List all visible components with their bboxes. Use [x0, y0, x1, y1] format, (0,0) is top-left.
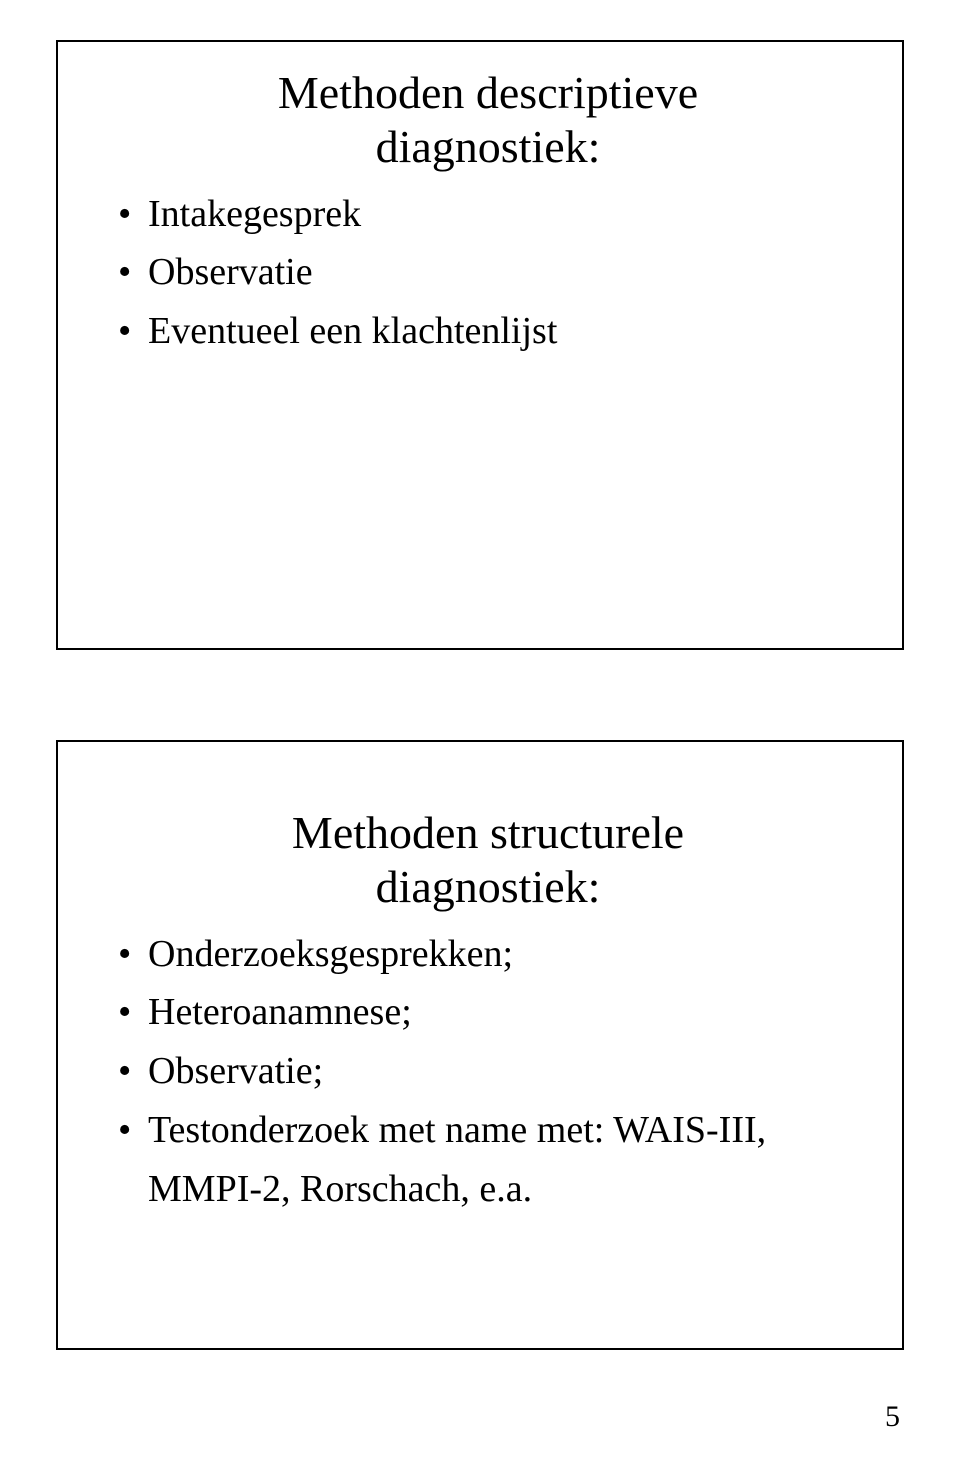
list-item: Intakegesprek [118, 185, 858, 244]
slide-2-bullets: Onderzoeksgesprekken; Heteroanamnese; Ob… [118, 925, 858, 1219]
list-item: Testonderzoek met name met: WAIS-III, MM… [118, 1101, 858, 1219]
slide-1: Methoden descriptieve diagnostiek: Intak… [56, 40, 904, 650]
list-item: Eventueel een klachtenlijst [118, 302, 858, 361]
slide-2-title-line1: Methoden structurele [292, 807, 684, 858]
list-item: Onderzoeksgesprekken; [118, 925, 858, 984]
slide-1-title-line1: Methoden descriptieve [278, 67, 698, 118]
page: Methoden descriptieve diagnostiek: Intak… [0, 0, 960, 1472]
slide-2-title-line2: diagnostiek: [376, 861, 601, 912]
list-item: Heteroanamnese; [118, 983, 858, 1042]
list-item: Observatie; [118, 1042, 858, 1101]
slide-1-bullets: Intakegesprek Observatie Eventueel een k… [118, 185, 858, 362]
page-number: 5 [885, 1400, 900, 1434]
slide-2: Methoden structurele diagnostiek: Onderz… [56, 740, 904, 1350]
list-item: Observatie [118, 243, 858, 302]
slide-2-title: Methoden structurele diagnostiek: [118, 806, 858, 915]
slide-1-title-line2: diagnostiek: [376, 121, 601, 172]
slide-1-title: Methoden descriptieve diagnostiek: [118, 66, 858, 175]
